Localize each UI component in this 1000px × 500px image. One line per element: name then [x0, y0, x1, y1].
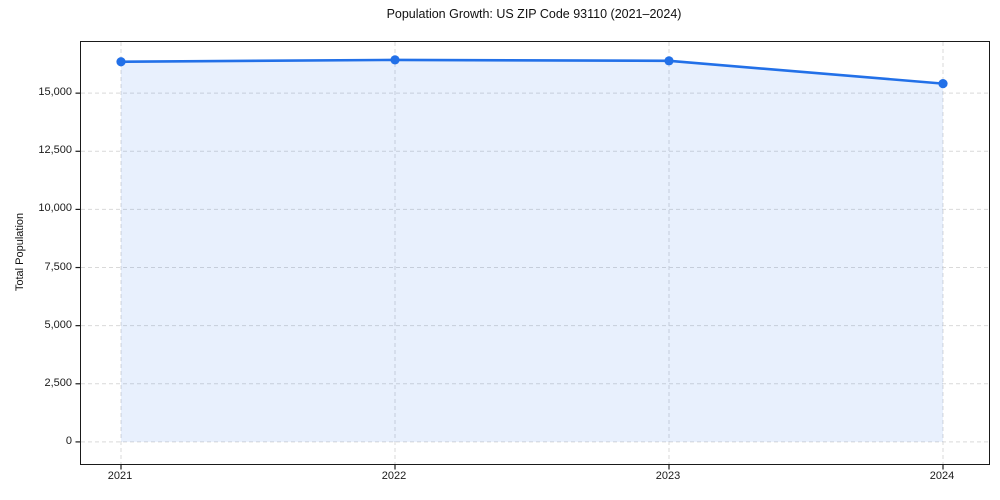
- y-axis-label: Total Population: [14, 212, 26, 292]
- x-tick-label: 2023: [655, 470, 681, 482]
- area-fill: [121, 59, 943, 442]
- data-point-marker: [664, 56, 674, 66]
- x-tick-label: 2024: [929, 470, 955, 482]
- y-tick-label: 0: [65, 434, 72, 447]
- x-tick-label: 2021: [107, 470, 133, 482]
- data-point-marker: [390, 55, 400, 65]
- chart-title: Population Growth: US ZIP Code 93110 (20…: [386, 7, 682, 21]
- y-tick-label: 7,500: [44, 260, 72, 273]
- plot-canvas: [75, 42, 989, 470]
- plot-area: [75, 41, 990, 470]
- y-tick-label: 15,000: [38, 86, 72, 99]
- data-point-marker: [116, 57, 126, 67]
- x-tick-label: 2022: [381, 470, 407, 482]
- data-point-marker: [938, 79, 948, 89]
- y-tick-label: 2,500: [44, 376, 72, 389]
- y-tick-label: 12,500: [38, 144, 72, 157]
- y-tick-label: 5,000: [44, 318, 72, 331]
- data-line: [119, 58, 945, 85]
- y-tick-label: 10,000: [38, 202, 72, 215]
